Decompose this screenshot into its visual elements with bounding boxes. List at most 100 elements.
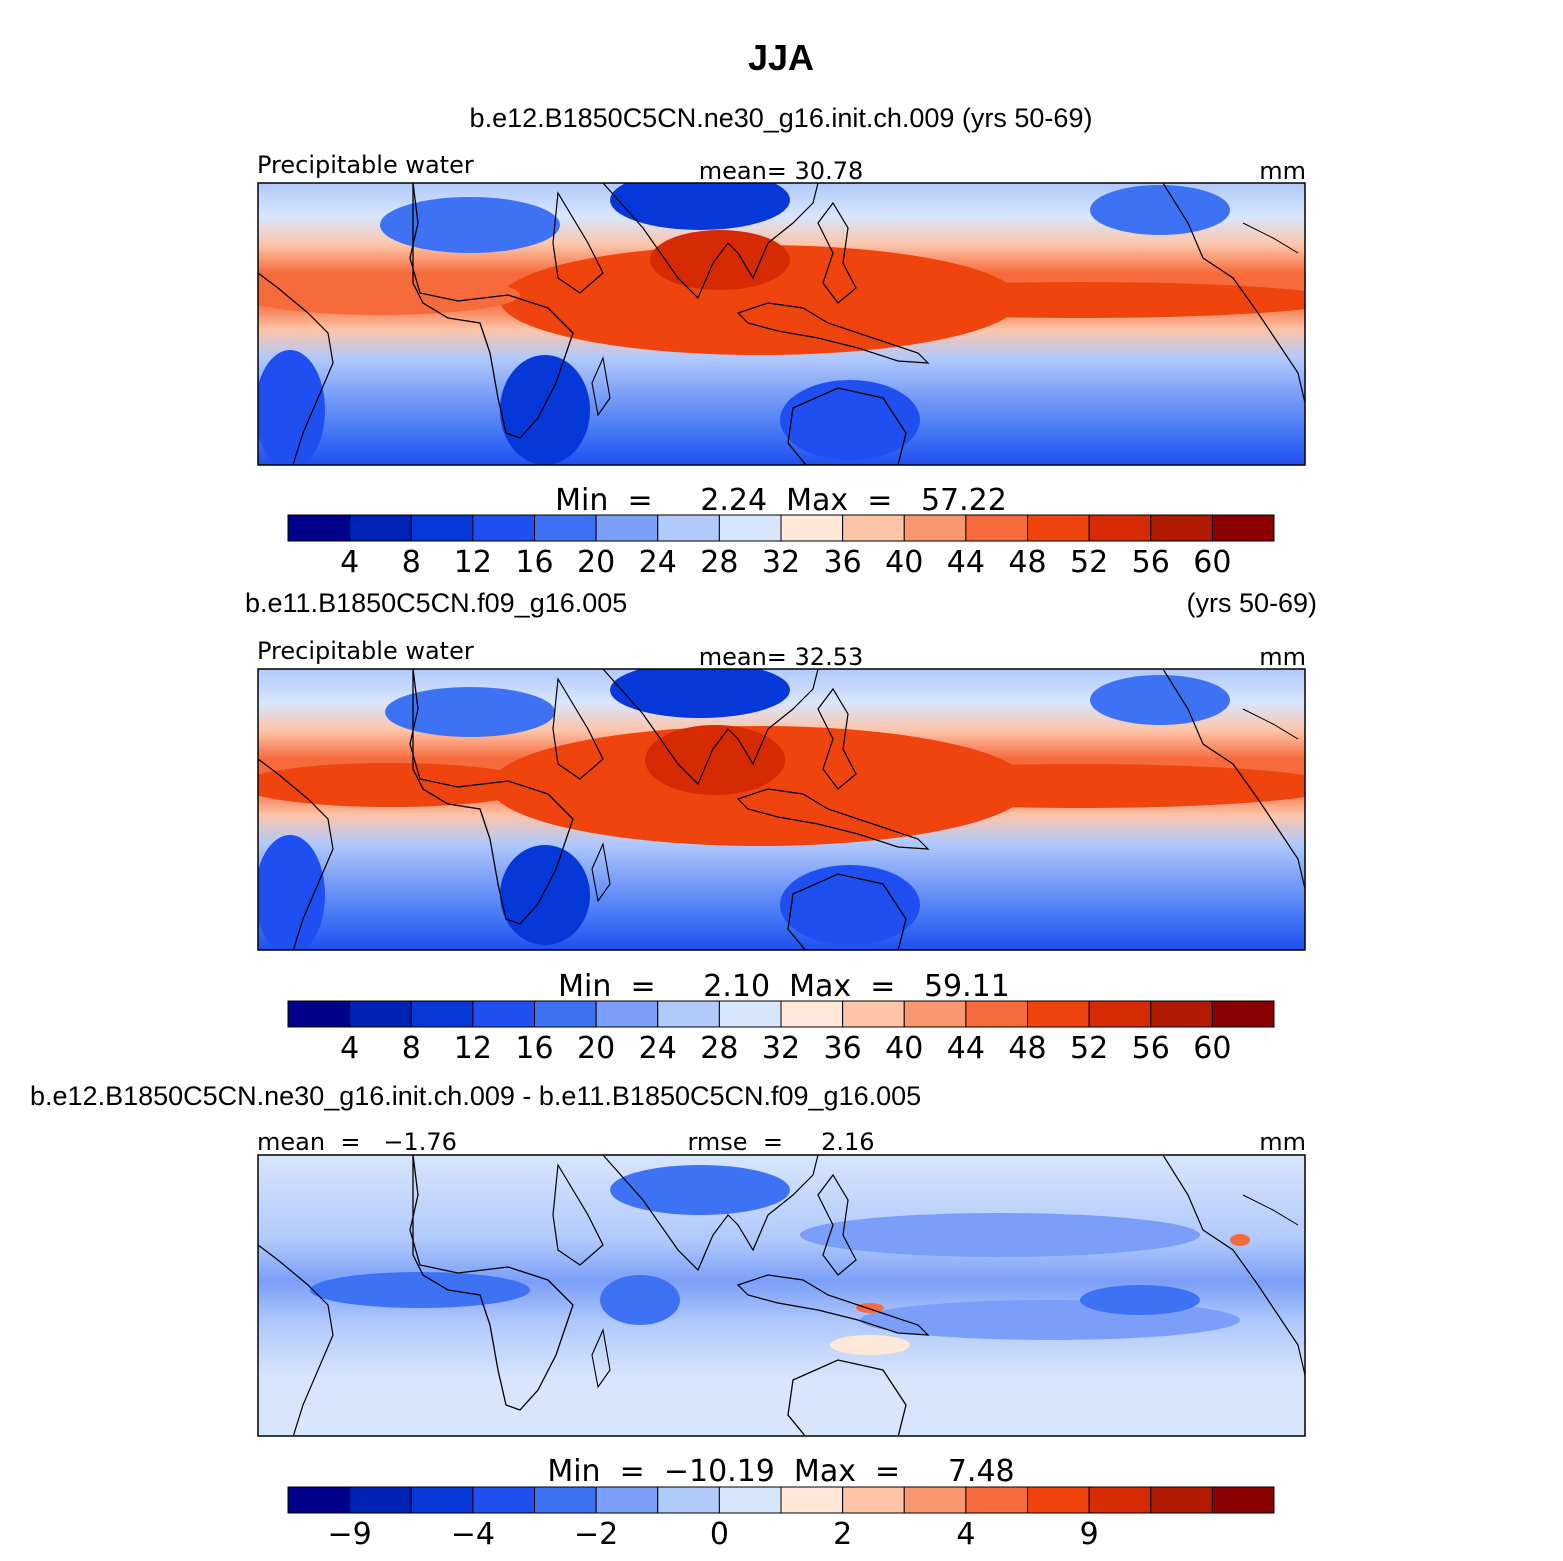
panel-3: b.e12.B1850C5CN.ne30_g16.init.ch.009 - b… — [30, 1081, 1306, 1552]
panel-1-nepac-dry — [1090, 185, 1230, 235]
panel-1-colorbar-tick-label: 24 — [639, 545, 677, 580]
panel-3-map — [258, 1155, 1305, 1436]
panel-2-colorbar-tick-label: 8 — [402, 1031, 421, 1066]
panel-3-units: mm — [1259, 1128, 1306, 1156]
panel-2-header-left: b.e11.B1850C5CN.f09_g16.005 — [245, 588, 627, 618]
panel-2-nepac-dry — [1090, 675, 1230, 725]
panel-3-tibet-negative — [610, 1165, 790, 1215]
panel-2-colorbar-tick-label: 48 — [1008, 1031, 1046, 1066]
panel-2-colorbar-tick-label: 32 — [762, 1031, 800, 1066]
panel-1-colorbar-box — [1211, 514, 1275, 542]
panel-1-colorbar-tick-label: 32 — [762, 545, 800, 580]
panel-1-variable-label: Precipitable water — [257, 151, 474, 179]
panel-2-colorbar-box — [1211, 1000, 1275, 1028]
panel-1-colorbar-tick-label: 48 — [1008, 545, 1046, 580]
panel-1-australia-dry — [780, 380, 920, 460]
panel-3-colorbar-box — [657, 1486, 720, 1514]
panel-1-colorbar-box — [1088, 514, 1152, 542]
panel-2-colorbar-tick-label: 24 — [639, 1031, 677, 1066]
panel-3-colorbar-tick-label: 0 — [710, 1517, 729, 1552]
panel-2-colorbar-box — [287, 1000, 351, 1028]
panel-3-pacific-negative — [800, 1213, 1200, 1257]
panel-3-colorbar-tick-label: −9 — [328, 1517, 372, 1552]
panel-3-colorbar-box — [287, 1486, 351, 1514]
panel-2-colorbar-tick-label: 60 — [1193, 1031, 1231, 1066]
panel-3-mean-label: mean = −1.76 — [257, 1128, 457, 1156]
panel-2-atlantic-itcz — [258, 763, 540, 807]
panel-1-pacific-itcz — [820, 282, 1305, 318]
panel-1-colorbar-box — [410, 514, 474, 542]
panel-1-colorbar-box — [903, 514, 967, 542]
panel-1-colorbar-box — [534, 514, 597, 542]
panel-3-camerica-positive — [1230, 1234, 1250, 1246]
panel-1-frame — [257, 182, 1306, 466]
panel-3-colorbar-box — [1211, 1486, 1275, 1514]
panel-1-mean-label: mean= 30.78 — [699, 157, 864, 185]
panel-3-indian-negative — [600, 1275, 680, 1325]
panel-1-map — [258, 183, 1305, 465]
panel-1-colorbar-box — [349, 514, 412, 542]
panel-2-minmax: Min = 2.10 Max = 59.11 — [558, 969, 1010, 1004]
panel-3-atlantic-negative — [310, 1272, 530, 1308]
panel-2-tibet-dry — [610, 669, 790, 718]
panel-1-colorbar-tick-label: 44 — [947, 545, 985, 580]
panel-2-variable-label: Precipitable water — [257, 637, 474, 665]
panel-2-sahara-dry — [385, 687, 555, 737]
panel-1-india-core — [650, 230, 790, 290]
panel-2-colorbar-tick-label: 28 — [700, 1031, 738, 1066]
panel-1-colorbar-tick-label: 12 — [454, 545, 492, 580]
panel-1-colorbar-tick-label: 16 — [515, 545, 553, 580]
panel-2-colorbar-tick-label: 52 — [1070, 1031, 1108, 1066]
panel-3-colorbar-box — [903, 1486, 967, 1514]
panel-2-pacific-itcz — [820, 764, 1305, 808]
panel-1-units: mm — [1259, 157, 1306, 185]
panel-1-colorbar-box — [718, 514, 782, 542]
panel-1-colorbar-tick-label: 60 — [1193, 545, 1231, 580]
panel-3-colorbar-box — [410, 1486, 474, 1514]
panel-1-warm-pool — [500, 245, 1020, 355]
panel-2-frame — [257, 668, 1306, 951]
panel-3-rmse-label: rmse = 2.16 — [687, 1128, 874, 1156]
panel-3-minmax: Min = −10.19 Max = 7.48 — [547, 1454, 1014, 1489]
panel-1-colorbar-box — [965, 514, 1028, 542]
panel-3-southpac-negative — [1080, 1285, 1200, 1315]
panel-1-colorbar-tick-label: 4 — [340, 545, 359, 580]
panel-3-colorbar-box — [349, 1486, 412, 1514]
panel-2-colorbar-box — [410, 1000, 474, 1028]
panel-2-colorbar-tick-label: 36 — [824, 1031, 862, 1066]
panel-1-tibet-dry — [610, 183, 790, 230]
panel-3-colorbar-box — [1088, 1486, 1152, 1514]
panel-2-colorbar-tick-label: 56 — [1132, 1031, 1170, 1066]
panel-2-colorbar-box — [472, 1000, 535, 1028]
panel-3-colorbar-box — [472, 1486, 535, 1514]
panel-2-colorbar-box — [1027, 1000, 1090, 1028]
panel-2-colorbar-box — [780, 1000, 844, 1028]
panel-2-colorbar-tick-label: 16 — [515, 1031, 553, 1066]
panel-3-colorbar-box — [780, 1486, 844, 1514]
figure-title: JJA — [748, 37, 814, 78]
panel-3-colorbar-box — [965, 1486, 1028, 1514]
panel-1-colorbar-tick-label: 36 — [824, 545, 862, 580]
panel-2-colorbar: 4 8 12 16 20 24 28 32 36 40 44 48 52 56 60 — [287, 1000, 1275, 1066]
panel-2-colorbar-box — [718, 1000, 782, 1028]
panel-3-nguinea-positive — [856, 1303, 884, 1313]
panel-3-colorbar-box — [718, 1486, 782, 1514]
panel-2-colorbar-box — [1088, 1000, 1152, 1028]
panel-1-minmax: Min = 2.24 Max = 57.22 — [555, 483, 1007, 518]
panel-2-colorbar-box — [595, 1000, 659, 1028]
panel-3-colorbar-tick-label: 9 — [1080, 1517, 1099, 1552]
panel-1-colorbar-box — [842, 514, 905, 542]
panel-3-colorbar-box — [1150, 1486, 1213, 1514]
panel-3-colorbar-tick-label: 2 — [833, 1517, 852, 1552]
panel-2-mean-label: mean= 32.53 — [699, 643, 864, 671]
panel-1-colorbar-box — [1150, 514, 1213, 542]
panel-2-colorbar-box — [349, 1000, 412, 1028]
panel-3-header: b.e12.B1850C5CN.ne30_g16.init.ch.009 - b… — [30, 1081, 921, 1111]
panel-2-india-core — [645, 725, 785, 795]
panel-2-colorbar-box — [1150, 1000, 1213, 1028]
panel-2-colorbar-box — [903, 1000, 967, 1028]
panel-1-colorbar-tick-label: 56 — [1132, 545, 1170, 580]
panel-2-map — [258, 669, 1305, 950]
panel-2-units: mm — [1259, 643, 1306, 671]
panel-1-atlantic-itcz — [258, 275, 520, 315]
